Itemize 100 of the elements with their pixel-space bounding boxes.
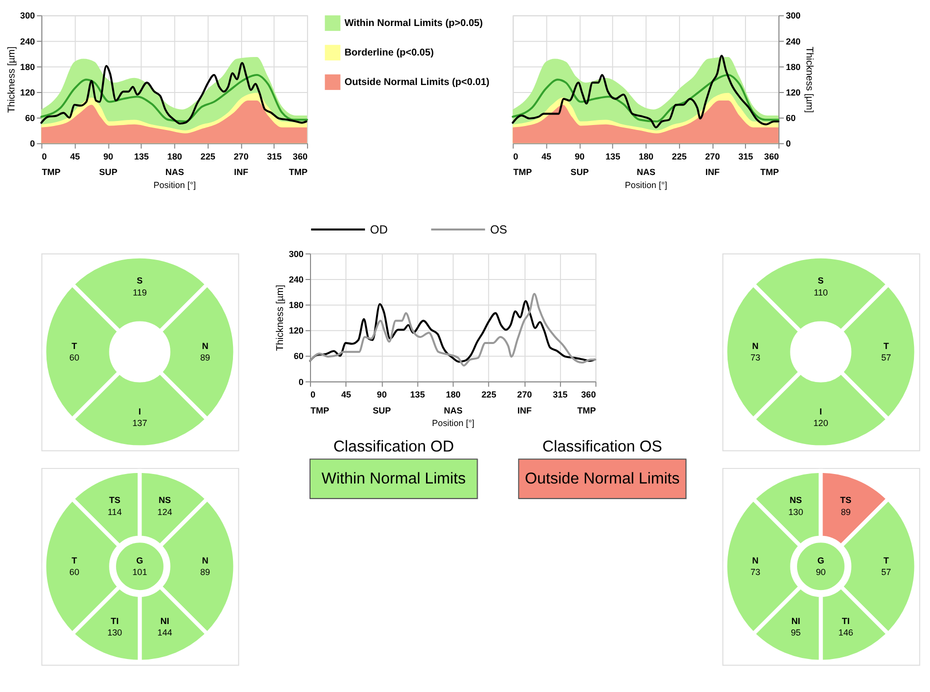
data-label: 89 (200, 567, 210, 578)
y2-tick-label: 180 (786, 62, 801, 72)
y-axis-title: Thickness [µm] (274, 284, 286, 352)
legend-label: Borderline (p<0.05) (344, 48, 434, 59)
y-axis-title: Thickness [µm] (6, 46, 18, 113)
x-tick-label: 45 (341, 390, 352, 400)
y-tick-label: 300 (288, 248, 304, 259)
category-label: G (817, 555, 824, 566)
x-tick-label: 315 (266, 151, 282, 162)
x-tick-label: 180 NAS (444, 390, 463, 416)
x-tick-label: 45 (70, 151, 80, 162)
x-tick-label: 0 TMP (42, 151, 61, 178)
line-series (512, 74, 780, 122)
y2-tick-label: 120 (786, 87, 801, 98)
x-axis-title: Position [°] (624, 180, 668, 190)
data-label: 124 (157, 506, 172, 517)
category-label: NI (791, 616, 800, 626)
category-label: I (820, 406, 822, 416)
y2-axis-title: Thickness [µm] (804, 46, 815, 114)
x-tick-label: 360 TMP (577, 390, 596, 416)
data-label: 114 (108, 506, 122, 517)
y2-tick-label: 60 (786, 113, 796, 124)
text: Within Normal Limits (322, 470, 466, 488)
x-axis-title: Position [°] (153, 180, 196, 190)
legend-label: OS (490, 222, 508, 236)
x-tick-label: 360 TMP (288, 151, 308, 178)
category-label: T (883, 340, 890, 351)
data-label: 144 (157, 628, 172, 638)
y-tick-label: 300 (20, 10, 36, 21)
category-label: T (72, 340, 78, 351)
data-label: 130 (107, 628, 122, 638)
x-tick-label: 270 INF (705, 151, 720, 178)
data-label: 130 (788, 506, 804, 517)
category-label: S (136, 275, 143, 286)
x-tick-label: 180 NAS (636, 151, 656, 178)
text: Classification OS (542, 438, 662, 456)
data-label: 73 (750, 352, 760, 363)
data-label: 57 (881, 567, 892, 578)
data-label: 137 (132, 418, 148, 428)
data-label: 57 (881, 352, 892, 363)
y-tick-label: 60 (294, 351, 304, 362)
category-label: N (202, 555, 208, 566)
data-label: 90 (816, 567, 826, 578)
text: Classification OD (333, 438, 454, 456)
category-label: TS (109, 494, 120, 505)
category-label: S (818, 275, 824, 286)
y-tick-label: 60 (25, 113, 36, 124)
y-tick-label: 180 (288, 300, 304, 310)
x-tick-label: 270 INF (517, 390, 532, 416)
y-tick-label: 180 (20, 62, 36, 72)
y2-tick-label: 300 (786, 10, 801, 21)
x-tick-label: 135 (605, 151, 620, 162)
x-tick-label: 135 (134, 151, 149, 162)
data-label: 120 (813, 418, 828, 428)
x-tick-label: 180 NAS (165, 151, 184, 178)
data-label: 110 (814, 287, 828, 298)
category-label: NI (160, 616, 170, 626)
y2-tick-label: 0 (786, 138, 791, 149)
line-series (40, 62, 308, 125)
category-label: I (138, 406, 141, 416)
y-tick-label: 0 (298, 376, 304, 387)
legend-label: Within Normal Limits (p>0.05) (344, 18, 483, 30)
x-tick-label: 135 (410, 390, 425, 400)
x-tick-label: 225 (481, 390, 496, 400)
category-label: N (752, 340, 759, 351)
category-label: T (883, 555, 890, 566)
data-label: 60 (69, 352, 80, 363)
x-tick-label: 225 (200, 151, 216, 162)
legend-label: Outside Normal Limits (p<0.01) (344, 77, 490, 88)
category-label: T (72, 555, 78, 566)
legend-label: OD (370, 222, 388, 236)
y-tick-label: 240 (288, 274, 304, 284)
x-tick-label: 225 (672, 151, 687, 162)
line-series (512, 54, 780, 128)
data-label: 73 (750, 567, 760, 578)
x-tick-label: 270 INF (234, 151, 249, 178)
data-label: 146 (838, 628, 854, 638)
x-tick-label: 315 (738, 151, 754, 162)
x-tick-label: 90 SUP (372, 390, 392, 416)
x-tick-label: 45 (542, 151, 552, 162)
x-tick-label: 90 SUP (570, 151, 589, 178)
category-label: NS (790, 494, 802, 505)
y-tick-label: 240 (20, 36, 36, 46)
x-tick-label: 315 (552, 390, 568, 400)
y-tick-label: 120 (288, 326, 304, 336)
category-label: TI (842, 616, 850, 626)
data-label: 89 (200, 352, 210, 363)
category-label: TI (110, 616, 119, 626)
line-series (40, 74, 308, 122)
x-tick-label: 90 SUP (99, 151, 118, 178)
text: Outside Normal Limits (524, 470, 680, 488)
line-series (309, 292, 596, 367)
data-label: 119 (132, 287, 147, 298)
x-tick-label: 360 TMP (760, 151, 780, 178)
category-label: G (136, 555, 144, 566)
x-tick-label: 0 TMP (310, 390, 330, 416)
category-label: N (202, 340, 208, 351)
category-label: N (752, 555, 759, 566)
y-tick-label: 120 (20, 87, 36, 98)
data-label: 95 (790, 628, 801, 638)
